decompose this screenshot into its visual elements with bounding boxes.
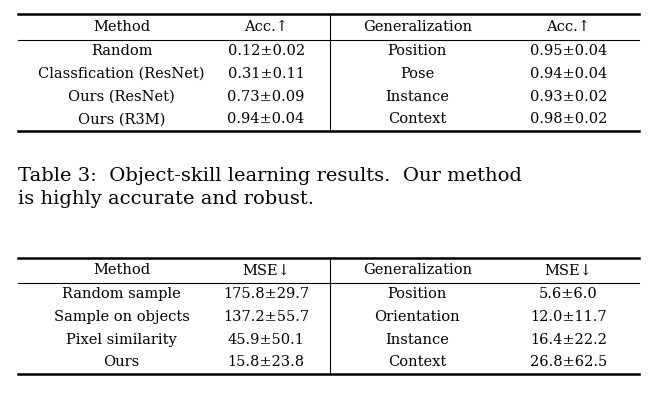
Text: 16.4±22.2: 16.4±22.2 — [530, 333, 607, 346]
Text: Generalization: Generalization — [363, 263, 472, 277]
Text: Random: Random — [91, 44, 152, 58]
Text: Generalization: Generalization — [363, 20, 472, 34]
Text: Method: Method — [93, 20, 150, 34]
Text: Random sample: Random sample — [62, 288, 181, 301]
Text: Table 3:  Object-skill learning results.  Our method
is highly accurate and robu: Table 3: Object-skill learning results. … — [18, 167, 522, 208]
Text: MSE↓: MSE↓ — [242, 263, 290, 277]
Text: Sample on objects: Sample on objects — [54, 310, 189, 324]
Text: 0.94±0.04: 0.94±0.04 — [530, 67, 607, 81]
Text: 45.9±50.1: 45.9±50.1 — [227, 333, 305, 346]
Text: 137.2±55.7: 137.2±55.7 — [223, 310, 309, 324]
Text: 0.94±0.04: 0.94±0.04 — [227, 112, 305, 126]
Text: Acc.↑: Acc.↑ — [244, 20, 288, 34]
Text: 175.8±29.7: 175.8±29.7 — [223, 288, 309, 301]
Text: Ours: Ours — [103, 356, 140, 369]
Text: Pixel similarity: Pixel similarity — [66, 333, 177, 346]
Text: 26.8±62.5: 26.8±62.5 — [530, 356, 607, 369]
Text: Acc.↑: Acc.↑ — [547, 20, 590, 34]
Text: Instance: Instance — [385, 333, 449, 346]
Text: 0.12±0.02: 0.12±0.02 — [227, 44, 305, 58]
Text: Ours (R3M): Ours (R3M) — [78, 112, 165, 126]
Text: 12.0±11.7: 12.0±11.7 — [530, 310, 606, 324]
Text: Ours (ResNet): Ours (ResNet) — [68, 90, 175, 103]
Text: Method: Method — [93, 263, 150, 277]
Text: 5.6±6.0: 5.6±6.0 — [539, 288, 598, 301]
Text: 0.73±0.09: 0.73±0.09 — [227, 90, 305, 103]
Text: Orientation: Orientation — [374, 310, 460, 324]
Text: Position: Position — [388, 288, 447, 301]
Text: Instance: Instance — [385, 90, 449, 103]
Text: 0.95±0.04: 0.95±0.04 — [530, 44, 607, 58]
Text: MSE↓: MSE↓ — [545, 263, 592, 277]
Text: 0.93±0.02: 0.93±0.02 — [530, 90, 607, 103]
Text: Context: Context — [388, 112, 446, 126]
Text: Pose: Pose — [400, 67, 434, 81]
Text: Classfication (ResNet): Classfication (ResNet) — [38, 67, 205, 81]
Text: 0.98±0.02: 0.98±0.02 — [530, 112, 607, 126]
Text: Position: Position — [388, 44, 447, 58]
Text: 15.8±23.8: 15.8±23.8 — [227, 356, 305, 369]
Text: Context: Context — [388, 356, 446, 369]
Text: 0.31±0.11: 0.31±0.11 — [227, 67, 305, 81]
